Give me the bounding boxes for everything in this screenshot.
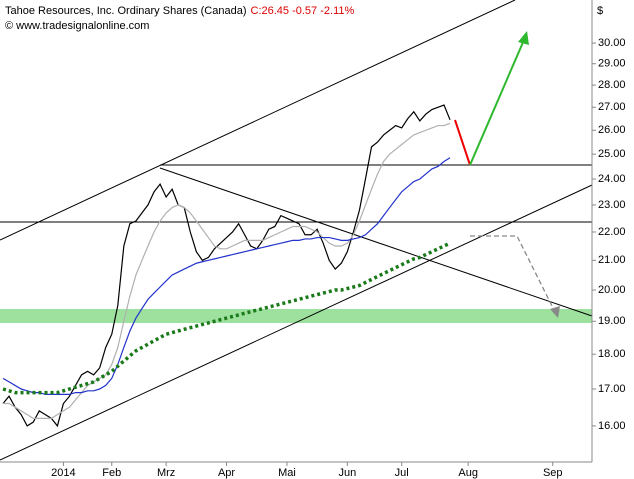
x-tick-label: Feb <box>102 467 121 479</box>
y-axis-label: $ <box>597 5 603 17</box>
series-line <box>2 104 451 428</box>
y-tick-label: 21.00 <box>598 254 626 266</box>
y-tick-label: 23.00 <box>598 199 626 211</box>
support-zone <box>0 309 592 323</box>
y-tick-label: 24.00 <box>598 173 626 185</box>
x-tick-label: Mrz <box>157 467 175 479</box>
upper-channel <box>0 0 516 241</box>
red-arrow <box>454 119 471 166</box>
lower-channel <box>0 184 593 461</box>
series-line <box>2 241 451 395</box>
y-tick-label: 27.00 <box>598 101 626 113</box>
title: Tahoe Resources, Inc. Ordinary Shares (C… <box>5 5 247 17</box>
y-tick-label: 18.00 <box>598 348 626 360</box>
x-tick-label: Apr <box>218 467 235 479</box>
y-tick-label: 22.00 <box>598 226 626 238</box>
series-line <box>2 157 451 396</box>
y-tick-label: 30.00 <box>598 37 626 49</box>
gray-arrowhead <box>550 306 560 318</box>
y-tick-label: 17.00 <box>598 383 626 395</box>
y-tick-label: 19.00 <box>598 315 626 327</box>
green-arrowhead <box>518 31 529 45</box>
x-tick-label: 2014 <box>51 467 75 479</box>
down-trend <box>159 167 593 317</box>
x-tick-label: Sep <box>543 467 563 479</box>
x-tick-label: Mai <box>278 467 296 479</box>
y-tick-label: 28.00 <box>598 79 626 91</box>
x-tick-label: Aug <box>458 467 478 479</box>
green-arrow <box>469 39 525 166</box>
y-tick-label: 25.00 <box>598 148 626 160</box>
y-tick-label: 29.00 <box>598 58 626 70</box>
x-tick-label: Jun <box>338 467 356 479</box>
plot <box>2 104 451 428</box>
chart-title: Tahoe Resources, Inc. Ordinary Shares (C… <box>5 5 354 17</box>
y-tick-label: 26.00 <box>598 124 626 136</box>
x-tick-label: Jul <box>395 467 409 479</box>
series-line <box>3 122 451 419</box>
y-tick-label: 20.00 <box>598 284 626 296</box>
y-tick-label: 16.00 <box>598 420 626 432</box>
source: © www.tradesignalonline.com <box>5 20 149 32</box>
quote: C:26.45 -0.57 -2.11% <box>251 5 355 17</box>
